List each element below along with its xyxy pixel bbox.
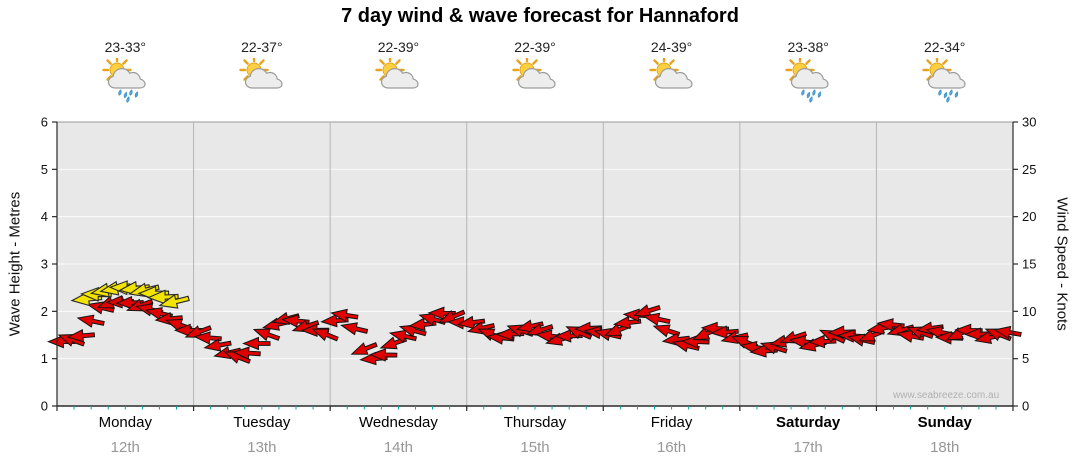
wind-arrow	[466, 321, 495, 335]
right-axis-tick-label: 5	[1022, 351, 1029, 366]
sun-cloud-icon	[512, 58, 556, 89]
sun-cloud-rain-icon	[922, 58, 966, 103]
day-name: Tuesday	[233, 414, 291, 431]
wind-arrow	[896, 329, 925, 343]
right-axis-tick-label: 10	[1022, 304, 1036, 319]
day-column-tuesday: 22-37°	[194, 39, 330, 109]
wind-arrow	[554, 329, 583, 343]
day-footer-saturday: Saturday 17th	[740, 414, 876, 456]
day-footer-sunday: Sunday 18th	[877, 414, 1013, 456]
wind-arrow	[993, 325, 1022, 340]
right-axis-tick-label: 25	[1022, 162, 1036, 177]
right-axis-tick-label: 15	[1022, 257, 1036, 272]
wind-arrows	[47, 280, 1022, 366]
wind-arrow	[350, 342, 378, 355]
day-column-sunday: 22-34°	[877, 39, 1013, 109]
wind-arrow	[710, 325, 739, 339]
day-column-monday: 23-33°	[57, 39, 193, 109]
wind-arrow	[330, 308, 359, 323]
day-date: 16th	[656, 439, 687, 456]
wind-arrow	[495, 327, 525, 341]
temp-range: 23-33°	[104, 39, 146, 55]
right-axis-tick-label: 0	[1022, 399, 1029, 414]
right-axis-tick-label: 30	[1022, 115, 1036, 130]
wind-arrow	[633, 304, 661, 318]
left-axis-tick-label: 6	[41, 115, 48, 130]
wind-arrow	[456, 315, 486, 330]
sun-cloud-icon	[239, 58, 283, 89]
wind-arrow-highlight	[158, 294, 190, 309]
day-date: 13th	[247, 439, 277, 456]
wind-arrow	[368, 348, 398, 362]
day-name: Thursday	[503, 414, 567, 431]
wind-arrow	[612, 315, 642, 330]
day-column-saturday: 23-38°	[740, 39, 876, 109]
day-footer-wednesday: Wednesday 14th	[330, 414, 466, 456]
wind-arrow	[252, 328, 281, 342]
day-footer-monday: Monday 12th	[57, 414, 193, 456]
day-name: Monday	[98, 414, 152, 431]
sun-cloud-rain-icon	[785, 58, 829, 103]
wind-arrow	[242, 336, 271, 351]
day-footer-friday: Friday 16th	[604, 414, 740, 456]
wind-arrow	[525, 323, 554, 337]
left-axis-tick-label: 2	[41, 304, 48, 319]
left-axis-tick-label: 0	[41, 399, 48, 414]
day-name: Wednesday	[358, 414, 438, 431]
temp-range: 22-39°	[514, 39, 556, 55]
day-date: 14th	[383, 439, 414, 456]
day-column-wednesday: 22-39°	[330, 39, 466, 109]
wind-arrow	[408, 317, 437, 332]
day-column-thursday: 22-39°	[467, 39, 603, 109]
day-name: Saturday	[776, 414, 841, 431]
wind-arrow	[340, 322, 369, 336]
day-date: 12th	[110, 439, 140, 456]
temp-range: 22-34°	[924, 39, 966, 55]
wind-arrow	[311, 328, 339, 342]
wind-arrow	[749, 344, 778, 358]
day-column-friday: 24-39°	[604, 39, 740, 109]
day-date: 18th	[930, 439, 960, 456]
wind-arrow	[388, 329, 418, 343]
sun-cloud-rain-icon	[102, 58, 146, 103]
left-axis-tick-label: 5	[41, 162, 48, 177]
sun-cloud-icon	[648, 58, 693, 89]
wind-arrow	[515, 319, 544, 333]
axes: 0 1 2 3 4 5 6 0 5 10 15 20 25 30	[41, 115, 1037, 414]
temp-range: 22-37°	[241, 39, 283, 55]
left-axis-tick-label: 4	[41, 209, 48, 224]
day-footer-tuesday: Tuesday 13th	[194, 414, 330, 456]
left-axis-tick-label: 3	[41, 257, 48, 272]
day-date: 15th	[520, 439, 550, 456]
sun-cloud-icon	[375, 58, 420, 89]
wind-arrow	[807, 334, 837, 349]
wind-arrow	[398, 324, 427, 338]
page-title: 7 day wind & wave forecast for Hannaford	[341, 5, 739, 27]
day-footer-thursday: Thursday 15th	[467, 414, 603, 456]
wind-arrow	[642, 312, 671, 326]
wind-arrow	[76, 314, 105, 328]
day-date: 17th	[793, 439, 823, 456]
right-axis-tick-label: 20	[1022, 209, 1036, 224]
temp-range: 22-39°	[377, 39, 420, 55]
day-name: Sunday	[917, 414, 972, 431]
gridlines	[57, 121, 1013, 406]
wind-arrow	[184, 325, 212, 338]
wind-arrow	[232, 346, 261, 360]
wind-arrow	[66, 329, 96, 343]
wind-arrow	[203, 338, 232, 352]
temp-range: 24-39°	[650, 39, 693, 55]
watermark: www.seabreeze.com.au	[893, 390, 1000, 401]
left-axis-tick-label: 1	[41, 351, 48, 366]
day-name: Friday	[650, 414, 693, 431]
wind-arrow	[320, 313, 349, 328]
wind-arrow-highlight	[128, 282, 160, 298]
temp-range: 23-38°	[787, 39, 829, 55]
